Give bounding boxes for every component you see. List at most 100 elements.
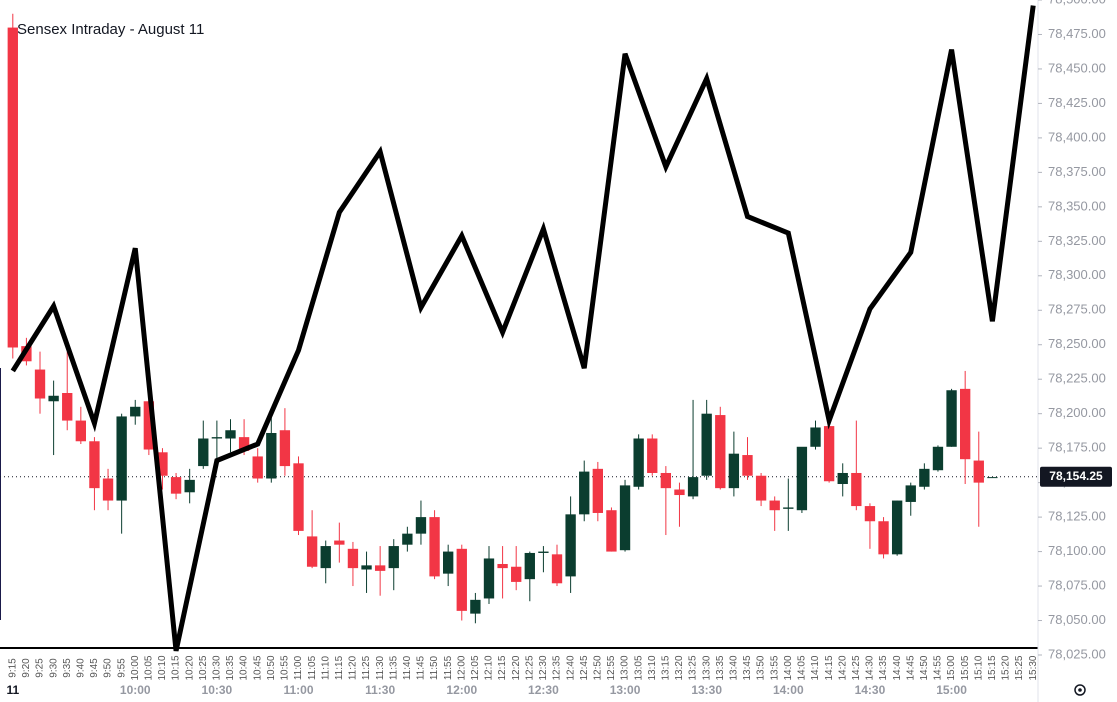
x-tick-label: 15:25 [1014,655,1025,680]
x-major-label: 13:00 [610,683,641,697]
candle-body [130,406,141,417]
x-tick-label: 11:15 [334,655,345,680]
candle-body [728,453,740,489]
x-tick-label: 12:30 [538,655,549,680]
x-tick-label: 10:35 [225,655,236,680]
candle-body [878,521,889,555]
x-major-label: 13:30 [691,683,722,697]
candle-body [851,472,862,507]
candle-body [796,446,808,511]
x-tick-label: 14:15 [824,655,835,680]
x-major-label: 11:30 [365,683,395,697]
x-tick-label: 13:35 [715,655,726,680]
x-tick-label: 13:50 [756,655,767,680]
x-major-label: 11 [6,683,19,697]
y-tick-label: 78,225.00 [1048,371,1106,386]
candle-body [62,393,73,421]
x-tick-label: 13:10 [647,655,658,680]
candle-body [34,369,46,399]
icon-ring [1074,684,1086,696]
y-tick-label: 78,375.00 [1048,164,1106,179]
x-tick-label: 11:45 [416,655,427,680]
x-tick-label: 9:15 [7,658,18,678]
x-tick-label: 11:10 [320,655,331,680]
y-tick-label: 78,475.00 [1048,26,1106,41]
candle-body [973,460,984,483]
candle-body [143,401,155,450]
x-tick-label: 14:35 [878,655,889,680]
candle-body [7,27,18,348]
candle-body [470,599,481,614]
x-tick-label: 10:45 [252,655,263,680]
x-tick-label: 10:10 [157,655,168,680]
x-tick-label: 12:45 [579,655,590,680]
x-tick-label: 13:00 [620,655,631,680]
x-major-label: 10:30 [202,683,233,697]
x-tick-label: 12:40 [565,655,576,680]
y-tick-label: 78,200.00 [1048,405,1106,420]
candle-body [946,390,957,447]
candle-body [252,456,263,479]
candle-body [538,551,549,553]
y-tick-label: 78,125.00 [1048,509,1106,524]
x-tick-label: 12:10 [484,655,495,680]
x-tick-label: 14:10 [810,655,821,680]
x-tick-label: 10:25 [198,655,209,680]
x-tick-label: 10:20 [184,655,195,680]
candle-body [483,558,495,599]
y-tick-label: 78,350.00 [1048,198,1106,213]
candle-body [701,413,712,476]
x-tick-label: 11:55 [443,655,454,680]
x-tick-label: 10:40 [239,655,250,680]
candle-body [211,437,223,439]
candle-body [170,477,182,494]
x-tick-label: 9:55 [116,658,127,678]
x-tick-label: 11:40 [402,655,413,680]
x-tick-label: 15:15 [987,655,998,680]
candle-body [592,468,603,513]
x-tick-label: 15:00 [946,655,957,680]
y-tick-label: 78,025.00 [1048,646,1106,661]
overlay-line [10,5,1036,652]
candle-body [75,420,86,442]
candle-body [633,438,644,487]
candle-body [960,388,971,460]
candle-body [347,548,359,569]
y-tick-label: 78,175.00 [1048,440,1106,455]
candle-body [565,514,576,577]
x-tick-label: 15:10 [973,655,984,680]
x-tick-label: 11:30 [375,655,386,680]
y-tick-label: 78,325.00 [1048,233,1106,248]
x-tick-label: 9:20 [21,658,32,678]
candle-body [783,507,794,509]
candle-body [755,475,767,501]
x-tick-label: 14:05 [797,655,808,680]
x-tick-label: 14:45 [905,655,916,680]
candle-body [443,551,454,574]
candle-body [279,430,291,467]
candle-body [619,485,631,551]
y-tick-label: 78,075.00 [1048,577,1106,592]
candle-body [606,510,617,552]
candle-body [102,478,114,501]
settings-icon[interactable] [1074,684,1086,696]
x-tick-label: 13:30 [701,655,712,680]
y-tick-label: 78,275.00 [1048,302,1106,317]
candle-body [238,437,250,451]
x-tick-label: 11:25 [361,655,372,680]
candle-body [293,463,304,531]
last-price-tag [1040,466,1112,487]
candle-body [374,565,386,571]
x-tick-label: 13:40 [729,655,740,680]
y-tick-label: 78,300.00 [1048,267,1106,282]
x-tick-label: 15:20 [1001,655,1012,680]
x-tick-label: 14:25 [851,655,862,680]
candle-body [742,455,753,476]
x-tick-label: 14:50 [919,655,930,680]
x-tick-label: 11:00 [293,655,304,680]
x-tick-label: 12:05 [470,655,481,680]
candle-body [402,533,413,545]
candle-body [687,477,699,497]
x-tick-label: 11:35 [388,655,399,680]
